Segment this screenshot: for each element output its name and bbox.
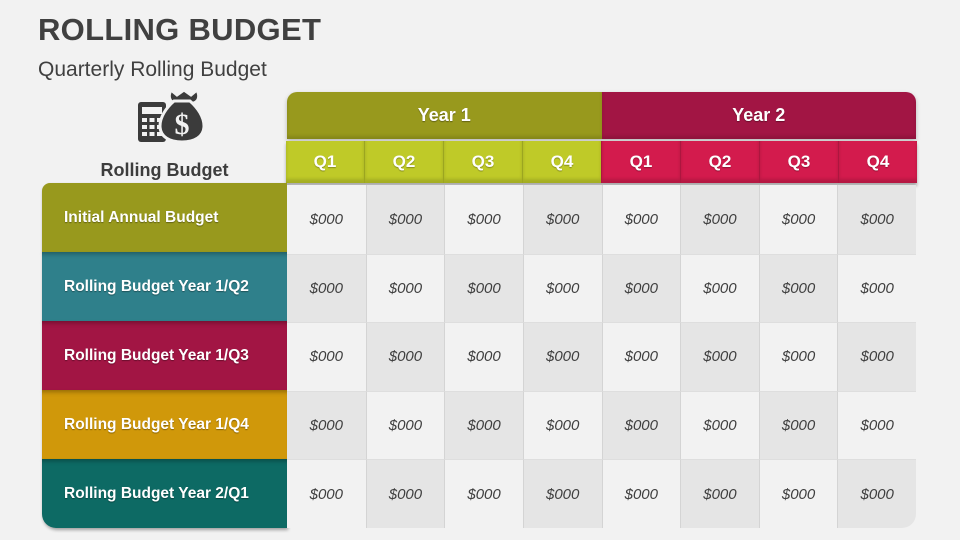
budget-cell: $000 [444,185,523,254]
budget-cell: $000 [837,322,916,391]
budget-cell: $000 [522,253,602,323]
row-label: Rolling Budget Year 1/Q4 [42,390,287,459]
budget-cell: $000 [680,390,759,460]
budget-cell: $000 [287,322,366,391]
budget-cell: $000 [287,253,366,323]
budget-cell: $000 [444,322,523,391]
budget-table-body: $000 $000 $000 $000 $000 $000 $000 $000 $000 $000… [287,185,916,528]
budget-cell: $000 [522,390,602,460]
budget-cell: $000 [837,185,916,254]
budget-cell: $000 [601,390,681,460]
budget-cell: $000 [837,459,916,528]
svg-text:$: $ [174,108,189,141]
row-label: Rolling Budget Year 1/Q2 [42,252,287,321]
row-label: Initial Annual Budget [42,183,287,252]
budget-cell: $000 [680,253,759,323]
budget-cell: $000 [444,459,523,528]
budget-cell: $000 [287,185,366,254]
budget-cell: $000 [601,253,681,323]
budget-cell: $000 [601,185,681,254]
budget-cell: $000 [758,322,838,391]
budget-cell: $000 [365,185,445,254]
year-header-row: Year 1 Year 2 [287,92,916,139]
budget-cell: $000 [758,390,838,460]
quarter-header-cell: Q1 [601,141,680,183]
budget-cell: $000 [601,322,681,391]
money-bag-calculator-icon: $ [42,84,287,158]
quarter-header-cell: Q4 [522,141,601,183]
year-header-cell: Year 2 [601,92,916,139]
budget-cell: $000 [365,322,445,391]
quarter-header-cell: Q1 [286,141,364,183]
budget-cell: $000 [365,390,445,460]
budget-cell: $000 [680,322,759,391]
quarter-header-cell: Q2 [680,141,759,183]
budget-cell: $000 [680,459,759,528]
budget-cell: $000 [758,253,838,323]
budget-cell: $000 [287,390,366,460]
row-label: Rolling Budget Year 1/Q3 [42,321,287,390]
quarter-header-cell: Q3 [443,141,522,183]
budget-cell: $000 [444,390,523,460]
budget-cell: $000 [837,253,916,323]
quarter-header-cell: Q3 [759,141,838,183]
budget-cell: $000 [365,459,445,528]
quarter-header-cell: Q2 [364,141,443,183]
budget-cell: $000 [522,185,602,254]
budget-cell: $000 [522,322,602,391]
icon-caption: Rolling Budget [100,160,229,180]
budget-cell: $000 [365,253,445,323]
year-header-cell: Year 1 [287,92,602,139]
budget-cell: $000 [758,185,838,254]
quarter-header-row: Q1 Q2 Q3 Q4 Q1 Q2 Q3 Q4 [286,141,917,183]
rolling-budget-icon-block: $ Rolling Budget [42,84,287,181]
budget-cell: $000 [522,459,602,528]
budget-cell: $000 [758,459,838,528]
budget-cell: $000 [287,459,366,528]
row-label: Rolling Budget Year 2/Q1 [42,459,287,528]
quarter-header-cell: Q4 [838,141,917,183]
slide-title: ROLLING BUDGET [38,12,322,47]
row-label-column: Initial Annual Budget Rolling Budget Year… [42,183,287,528]
slide-subtitle: Quarterly Rolling Budget [38,58,267,81]
budget-cell: $000 [601,459,681,528]
budget-cell: $000 [444,253,523,323]
budget-cell: $000 [680,185,759,254]
budget-cell: $000 [837,390,916,460]
